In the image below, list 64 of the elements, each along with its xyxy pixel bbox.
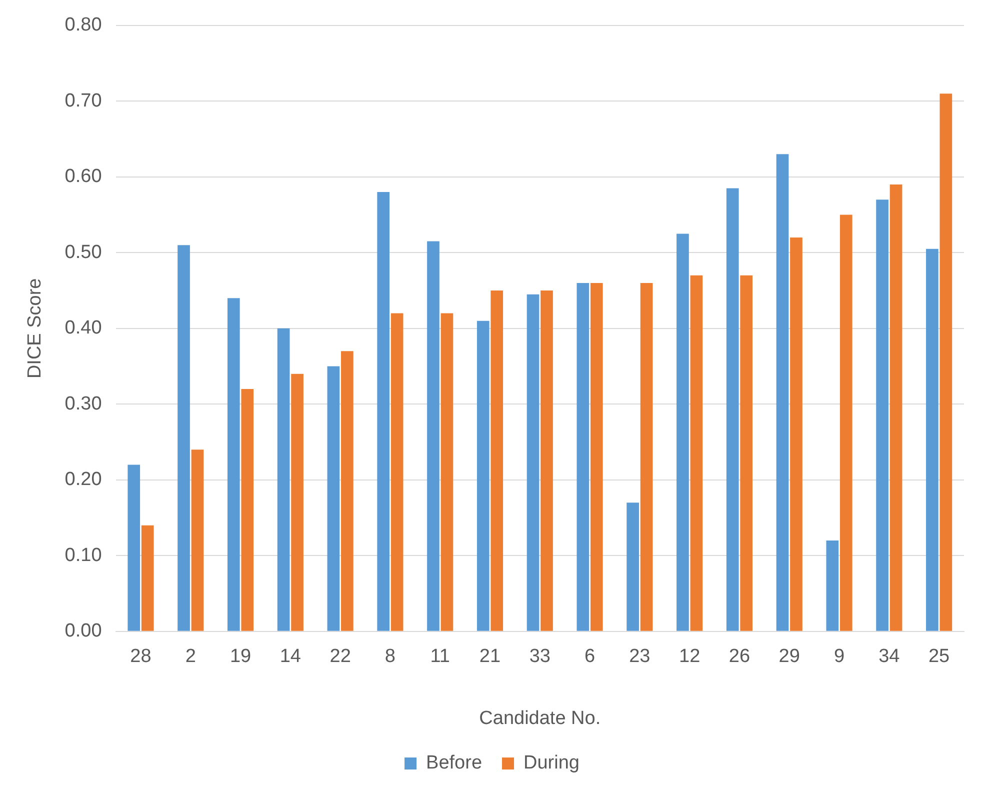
y-tick-label: 0.80 xyxy=(64,14,102,36)
y-tick-label: 0.00 xyxy=(64,620,102,642)
x-tick-label: 22 xyxy=(330,646,351,668)
bar xyxy=(890,184,902,631)
y-tick-label: 0.50 xyxy=(64,242,102,263)
x-axis-title: Candidate No. xyxy=(479,708,601,729)
bar xyxy=(640,282,653,631)
y-axis-title: DICE Score xyxy=(24,278,46,379)
bar xyxy=(327,366,340,631)
x-tick-label: 6 xyxy=(584,646,596,668)
bar xyxy=(776,154,789,631)
x-tick-label: 25 xyxy=(928,646,950,668)
bar xyxy=(940,94,952,631)
bar xyxy=(676,234,689,631)
x-tick-label: 33 xyxy=(529,646,550,668)
bar xyxy=(576,282,590,631)
bar xyxy=(340,351,354,631)
legend-label: During xyxy=(524,752,580,774)
x-tick-label: 28 xyxy=(130,646,152,668)
bar xyxy=(128,464,140,631)
bar xyxy=(926,248,938,631)
x-tick-label: 8 xyxy=(384,646,396,668)
bar xyxy=(277,328,290,631)
x-tick-label: 26 xyxy=(728,646,750,668)
bar xyxy=(540,290,553,631)
bar xyxy=(227,298,240,631)
bar xyxy=(241,389,254,631)
x-tick-label: 2 xyxy=(185,646,196,668)
y-tick-label: 0.60 xyxy=(64,166,102,188)
x-tick-label: 21 xyxy=(479,646,501,668)
bar xyxy=(427,241,440,631)
x-tick-label: 14 xyxy=(280,646,302,668)
x-tick-label: 11 xyxy=(430,646,450,668)
bar xyxy=(876,200,888,631)
y-tick-label: 0.10 xyxy=(64,544,102,566)
x-tick-label: 19 xyxy=(230,646,252,668)
bar xyxy=(726,188,739,631)
bar xyxy=(790,238,802,631)
bar xyxy=(826,540,839,631)
x-tick-label: 23 xyxy=(629,646,650,668)
x-tick-label: 9 xyxy=(834,646,845,668)
bar xyxy=(141,525,154,631)
bar xyxy=(377,192,390,631)
bar xyxy=(626,502,639,631)
bar xyxy=(740,275,753,631)
bar xyxy=(390,313,404,631)
y-tick-label: 0.20 xyxy=(64,469,102,490)
bar xyxy=(526,294,540,631)
bar xyxy=(440,313,454,631)
x-tick-label: 34 xyxy=(878,646,900,668)
y-tick-label: 0.40 xyxy=(64,318,102,339)
bar xyxy=(590,282,603,631)
legend-label: Before xyxy=(426,752,482,774)
bar xyxy=(178,245,190,631)
bar xyxy=(690,275,703,631)
bar xyxy=(476,320,490,631)
y-tick-label: 0.70 xyxy=(64,90,102,112)
bar xyxy=(840,214,852,631)
bar xyxy=(490,290,504,631)
x-tick-label: 12 xyxy=(679,646,700,668)
y-tick-label: 0.30 xyxy=(64,393,102,414)
bar xyxy=(191,450,204,631)
bar xyxy=(291,374,304,631)
x-tick-label: 29 xyxy=(778,646,800,668)
